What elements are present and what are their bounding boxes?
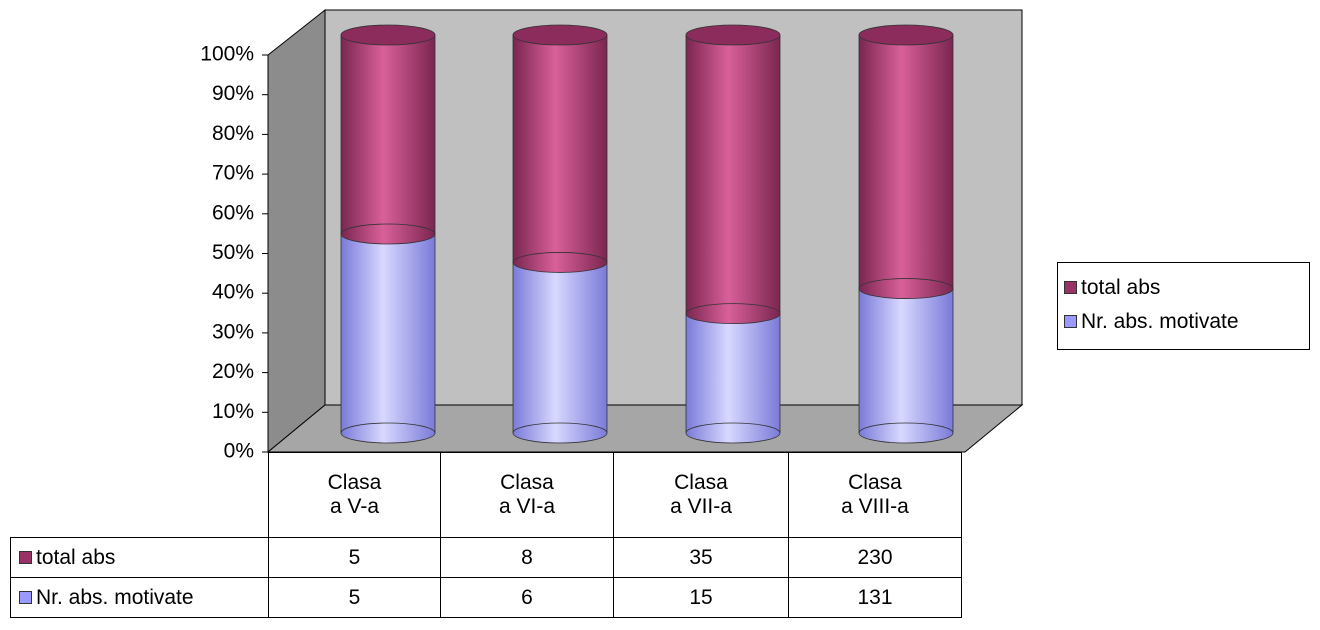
bar-segment [686,313,780,433]
y-tick-label: 10% [212,400,254,423]
bar-segment [341,35,435,234]
legend-label: total abs [1081,276,1161,299]
bar-segment-base [858,422,954,444]
table-cell: 15 [613,577,789,618]
legend-key [19,591,32,604]
y-tick-label: 60% [212,201,254,224]
bar-segment [513,262,607,433]
y-tick-label: 80% [212,122,254,145]
bar-segment [513,35,607,263]
bar-segment-base [685,422,781,444]
legend-key [19,551,32,564]
bar-top [512,24,608,46]
bar-segment-base [685,303,781,325]
bar-segment-base [512,252,608,273]
bar-top [685,24,781,46]
table-header: Clasa a VIII-a [788,452,962,538]
row-label: total abs [36,545,116,569]
row-label: Nr. abs. motivate [36,585,194,609]
table-header: Clasa a V-a [268,452,441,538]
y-tick-label: 100% [200,43,254,66]
y-tick-label: 20% [212,360,254,383]
legend-label: Nr. abs. motivate [1081,310,1239,333]
bar-segment-base [340,223,436,245]
bar-segment [859,35,953,289]
bar-segment-base [340,422,436,444]
legend: total abs Nr. abs. motivate [1057,262,1310,350]
y-tick-label: 30% [212,320,254,343]
bar-segment [341,234,435,433]
table-header: Clasa a VII-a [613,452,789,538]
bar-top [858,24,954,46]
y-tick-label: 90% [212,82,254,105]
table-header: Clasa a VI-a [440,452,614,538]
bar-segment [686,35,780,314]
bar-segment-base [512,422,608,444]
table-cell: 230 [788,537,962,578]
table-cell: 35 [613,537,789,578]
bar-top [340,24,436,46]
table-cell: 131 [788,577,962,618]
bar-segment [859,288,953,433]
table-row-label: Nr. abs. motivate [10,577,269,618]
bar-segment-base [858,278,954,299]
y-tick-label: 0% [224,440,254,463]
table-cell: 5 [268,577,441,618]
legend-item: Nr. abs. motivate [1064,305,1303,339]
table-cell: 5 [268,537,441,578]
table-row-label: total abs [10,537,269,578]
y-tick-label: 50% [212,241,254,264]
side-wall [267,8,326,454]
y-tick-label: 40% [212,281,254,304]
y-tick-label: 70% [212,162,254,185]
table-cell: 6 [440,577,614,618]
table-cell: 8 [440,537,614,578]
legend-key [1064,315,1077,328]
legend-key [1064,281,1077,294]
legend-item: total abs [1064,271,1303,305]
